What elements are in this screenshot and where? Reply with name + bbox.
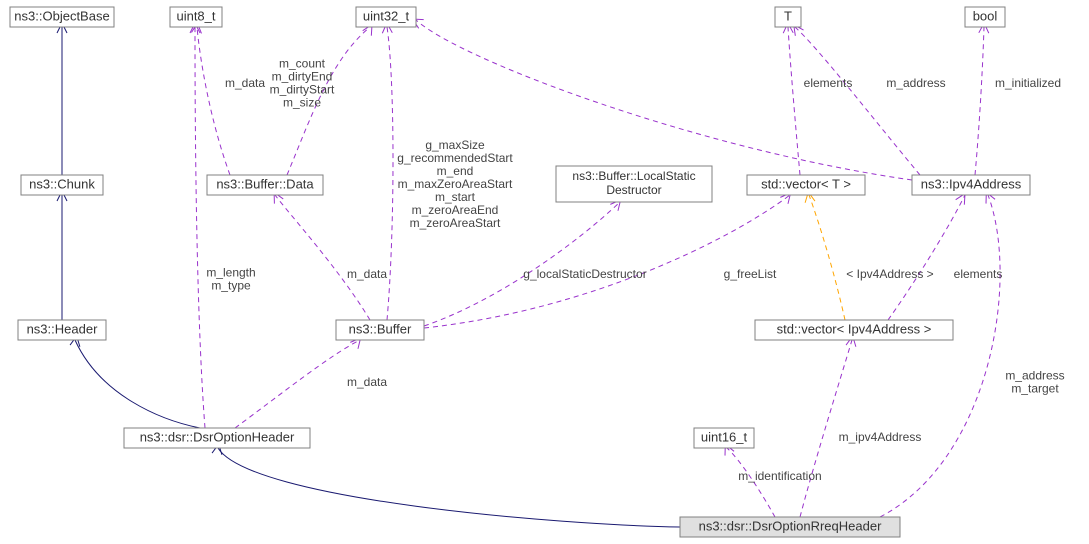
- edge: [880, 195, 1000, 517]
- edge: [387, 27, 393, 320]
- edge-label: m_ipv4Address: [839, 430, 922, 444]
- edge-label: m_data: [347, 375, 387, 389]
- graph-node-label: ns3::Buffer::Data: [216, 176, 314, 191]
- edge-label: m_address: [1005, 369, 1064, 383]
- edge: [197, 27, 230, 175]
- edge-label: m_maxZeroAreaStart: [398, 177, 513, 191]
- edge-label: elements: [804, 76, 853, 90]
- edge-label: m_type: [211, 279, 251, 293]
- graph-node-label: ns3::Ipv4Address: [921, 176, 1022, 191]
- edge: [788, 27, 800, 175]
- graph-node-label: ns3::Header: [27, 321, 98, 336]
- graph-node-label: uint8_t: [176, 8, 215, 23]
- edge-label: g_recommendedStart: [397, 151, 513, 165]
- edge-label: m_data: [347, 267, 387, 281]
- edge: [275, 195, 370, 320]
- edge-label: m_size: [283, 96, 321, 110]
- edge-label: m_initialized: [995, 76, 1061, 90]
- edge: [800, 340, 852, 517]
- edge-label: m_zeroAreaStart: [410, 216, 501, 230]
- graph-node-label: ns3::dsr::DsrOptionRreqHeader: [699, 518, 882, 533]
- edge-label: g_localStaticDestructor: [523, 267, 646, 281]
- edge-label: g_freeList: [724, 267, 777, 281]
- edge: [975, 27, 984, 175]
- edge: [195, 27, 205, 428]
- edge: [888, 195, 965, 320]
- graph-node-label: ns3::Buffer::LocalStatic: [572, 169, 695, 183]
- graph-node-label: uint16_t: [701, 429, 748, 444]
- graph-node-label: uint32_t: [363, 8, 410, 23]
- graph-node-label: ns3::Buffer: [349, 321, 412, 336]
- graph-node-label: ns3::Chunk: [29, 176, 95, 191]
- edge-label: m_zeroAreaEnd: [412, 203, 499, 217]
- edge-label: m_length: [206, 266, 255, 280]
- edge-label: m_count: [279, 57, 326, 71]
- edge: [75, 340, 200, 428]
- graph-node-label: bool: [973, 8, 998, 23]
- graph-node-label: ns3::dsr::DsrOptionHeader: [140, 429, 295, 444]
- edge: [795, 27, 920, 175]
- edge: [218, 448, 680, 527]
- edge-label: elements: [954, 267, 1003, 281]
- edge: [235, 340, 360, 428]
- edge-label: m_identification: [738, 469, 821, 483]
- edge: [809, 195, 845, 320]
- graph-node-label: ns3::ObjectBase: [14, 8, 109, 23]
- graph-node-label: std::vector< T >: [761, 176, 851, 191]
- edge-label: < Ipv4Address >: [846, 267, 933, 281]
- edge-label: m_end: [437, 164, 474, 178]
- edge-label: m_start: [435, 190, 476, 204]
- edge-label: m_dirtyStart: [270, 83, 335, 97]
- edge-label: m_address: [886, 76, 945, 90]
- edge-label: m_target: [1011, 382, 1059, 396]
- edge-label: m_dirtyEnd: [272, 70, 333, 84]
- edge-label: g_maxSize: [425, 138, 485, 152]
- graph-node-label: Destructor: [606, 183, 661, 197]
- graph-node-label: T: [784, 8, 792, 23]
- graph-node-label: std::vector< Ipv4Address >: [777, 321, 932, 336]
- edge-label: m_data: [225, 76, 265, 90]
